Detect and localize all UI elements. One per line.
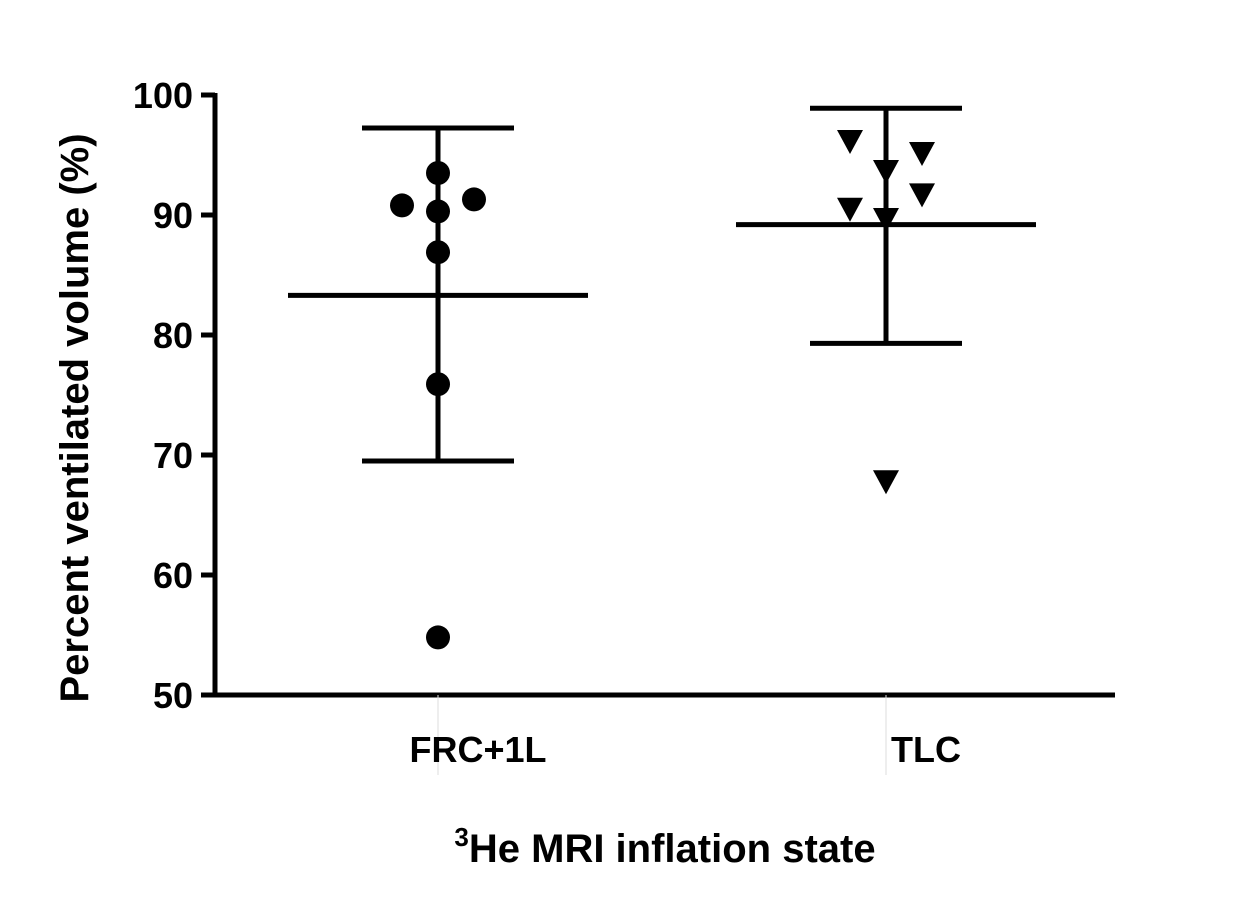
y-tick-label: 90 xyxy=(153,195,193,236)
data-point xyxy=(837,197,863,222)
y-tick-label: 70 xyxy=(153,435,193,476)
x-tick-label: TLC xyxy=(891,729,961,770)
x-axis-label: 3He MRI inflation state xyxy=(454,822,875,871)
data-point xyxy=(909,142,935,166)
series-tlc xyxy=(736,105,1036,495)
data-point xyxy=(462,187,486,212)
y-tick-label: 100 xyxy=(133,75,193,116)
x-tick-label: FRC+1L xyxy=(409,729,546,770)
series-frc-1l xyxy=(288,125,588,650)
data-point xyxy=(837,130,863,154)
y-tick-label: 80 xyxy=(153,315,193,356)
y-axis-label: Percent ventilated volume (%) xyxy=(53,133,97,702)
data-point xyxy=(426,625,450,650)
data-point xyxy=(426,161,450,185)
y-tick-label: 50 xyxy=(153,675,193,716)
data-point xyxy=(390,193,414,218)
data-point xyxy=(873,160,899,184)
data-point xyxy=(873,470,899,495)
data-point xyxy=(426,372,450,397)
marks xyxy=(288,105,1036,650)
x-axis-label-text: He MRI inflation state xyxy=(469,827,876,871)
data-point xyxy=(873,208,899,232)
axes: 50 60 70 80 90 100 FRC+1L TLC xyxy=(133,75,1115,775)
data-point xyxy=(426,199,450,224)
y-tick-label: 60 xyxy=(153,555,193,596)
data-point xyxy=(426,240,450,265)
data-point xyxy=(909,183,935,208)
x-axis-label-superscript: 3 xyxy=(454,822,468,852)
